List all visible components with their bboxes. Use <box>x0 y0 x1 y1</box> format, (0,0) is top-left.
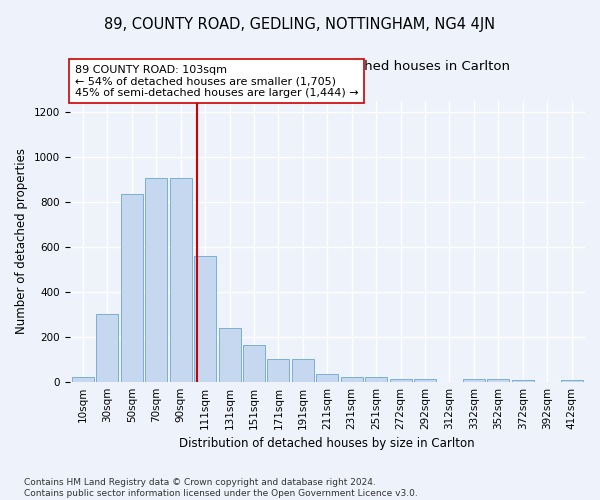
Bar <box>414 379 436 382</box>
Bar <box>243 345 265 382</box>
Bar <box>268 359 289 382</box>
Bar <box>365 376 387 382</box>
Bar <box>316 374 338 382</box>
Bar <box>512 380 533 382</box>
Bar <box>121 194 143 382</box>
Title: Size of property relative to detached houses in Carlton: Size of property relative to detached ho… <box>144 60 510 73</box>
Bar <box>170 178 191 382</box>
Bar <box>463 379 485 382</box>
Bar <box>487 379 509 382</box>
Bar <box>292 359 314 382</box>
Bar <box>218 328 241 382</box>
Bar <box>194 256 216 382</box>
Y-axis label: Number of detached properties: Number of detached properties <box>15 148 28 334</box>
Bar <box>341 376 362 382</box>
Text: 89 COUNTY ROAD: 103sqm
← 54% of detached houses are smaller (1,705)
45% of semi-: 89 COUNTY ROAD: 103sqm ← 54% of detached… <box>74 64 358 98</box>
Text: Contains HM Land Registry data © Crown copyright and database right 2024.
Contai: Contains HM Land Registry data © Crown c… <box>24 478 418 498</box>
Bar <box>560 380 583 382</box>
Bar <box>97 314 118 382</box>
Bar <box>72 377 94 382</box>
Text: 89, COUNTY ROAD, GEDLING, NOTTINGHAM, NG4 4JN: 89, COUNTY ROAD, GEDLING, NOTTINGHAM, NG… <box>104 18 496 32</box>
Bar <box>145 178 167 382</box>
X-axis label: Distribution of detached houses by size in Carlton: Distribution of detached houses by size … <box>179 437 475 450</box>
Bar <box>389 379 412 382</box>
